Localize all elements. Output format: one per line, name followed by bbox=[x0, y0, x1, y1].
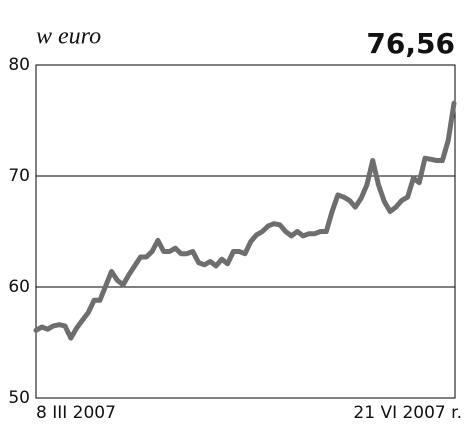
x-tick-label: 8 III 2007 bbox=[36, 403, 116, 423]
value-label: 76,56 bbox=[366, 27, 455, 60]
y-tick-label: 50 bbox=[8, 388, 30, 408]
price-line bbox=[33, 100, 457, 341]
y-tick-label: 80 bbox=[8, 55, 30, 75]
chart-title: w euro bbox=[36, 24, 101, 50]
x-tick-label: 21 VI 2007 r. bbox=[353, 403, 462, 423]
y-tick-label: 70 bbox=[8, 166, 30, 186]
y-tick-label: 60 bbox=[8, 277, 30, 297]
plot-frame bbox=[35, 64, 456, 399]
